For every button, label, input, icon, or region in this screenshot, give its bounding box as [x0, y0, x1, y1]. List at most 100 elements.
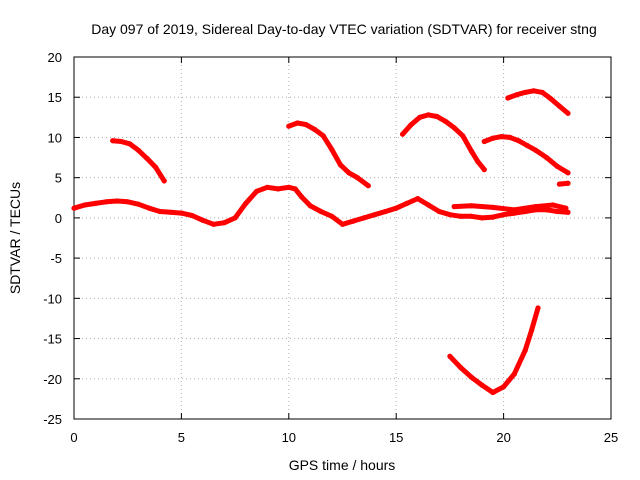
data-point	[528, 327, 535, 334]
data-point	[479, 215, 485, 221]
data-point	[524, 142, 530, 149]
data-point	[544, 207, 550, 213]
data-point	[516, 138, 522, 144]
series-line	[400, 112, 487, 173]
data-point	[513, 92, 520, 98]
data-point	[232, 215, 238, 221]
data-point	[346, 170, 352, 176]
plot-frame	[73, 56, 612, 420]
data-point	[490, 204, 496, 210]
x-tick-label: 15	[389, 430, 403, 445]
data-point	[490, 389, 496, 396]
x-tick-label: 25	[604, 430, 618, 445]
data-point	[337, 162, 343, 168]
data-point	[200, 217, 206, 223]
data-point	[103, 199, 109, 205]
y-axis-label: SDTVAR / TECUs	[7, 182, 23, 294]
data-point	[365, 183, 371, 189]
y-tick-label: 20	[48, 50, 62, 65]
data-point	[565, 170, 571, 176]
data-point	[556, 181, 563, 187]
data-point	[286, 184, 292, 190]
data-point	[135, 147, 141, 153]
data-point	[565, 110, 571, 116]
data-point	[451, 204, 457, 210]
data-point	[565, 209, 571, 215]
x-tick-label: 20	[496, 430, 510, 445]
data-point	[144, 155, 150, 161]
data-point	[161, 178, 167, 184]
x-tick-label: 10	[282, 430, 296, 445]
data-point	[127, 141, 133, 147]
data-point	[211, 221, 217, 227]
data-point	[443, 118, 449, 124]
data-point	[490, 135, 496, 141]
series-line	[447, 305, 541, 395]
data-point	[458, 213, 464, 219]
data-point	[460, 133, 466, 139]
data-point	[554, 208, 560, 215]
y-tick-label: 5	[55, 171, 62, 186]
data-point	[468, 148, 474, 154]
data-point	[415, 196, 421, 202]
data-point	[318, 208, 324, 215]
y-tick-label: -25	[43, 412, 62, 427]
data-point	[544, 155, 550, 161]
data-point	[114, 198, 120, 204]
data-point	[312, 126, 318, 132]
data-point	[501, 384, 507, 390]
data-point	[135, 201, 141, 207]
data-point	[286, 123, 292, 129]
data-point	[425, 112, 431, 118]
data-point	[299, 194, 305, 200]
data-point	[425, 202, 431, 208]
data-point	[329, 146, 335, 153]
series-line	[481, 134, 571, 176]
data-point	[475, 159, 481, 165]
x-axis-ticks: 0 5 10 15 20 25	[70, 57, 618, 445]
data-point	[498, 134, 505, 140]
data-point	[71, 205, 77, 211]
data-point	[479, 382, 485, 388]
data-point	[189, 212, 195, 219]
data-point	[294, 120, 300, 126]
data-point	[125, 199, 131, 205]
data-point	[548, 96, 554, 102]
data-point	[393, 205, 399, 211]
data-point	[361, 215, 367, 221]
y-tick-label: -20	[43, 372, 62, 387]
data-point	[533, 147, 539, 153]
series-group	[71, 88, 571, 396]
grid-lines	[74, 57, 611, 419]
data-point	[157, 208, 163, 215]
data-point	[400, 131, 406, 137]
data-point	[408, 122, 414, 128]
data-point	[146, 205, 152, 211]
data-point	[511, 207, 517, 213]
data-point	[307, 203, 313, 209]
data-point	[221, 220, 227, 226]
y-tick-label: -5	[50, 251, 62, 266]
x-axis-label: GPS time / hours	[289, 457, 396, 473]
series-line	[286, 120, 371, 189]
data-point	[522, 348, 528, 354]
data-point	[436, 208, 442, 215]
data-point	[468, 374, 474, 380]
data-point	[178, 210, 184, 216]
data-point	[417, 114, 423, 120]
series-line	[110, 138, 167, 184]
data-point	[168, 209, 174, 215]
data-point	[481, 138, 487, 145]
data-point	[434, 113, 440, 120]
data-point	[243, 200, 249, 206]
data-point	[275, 186, 281, 192]
data-point	[447, 212, 453, 218]
data-point	[522, 89, 528, 95]
data-point	[329, 213, 335, 219]
y-tick-label: -15	[43, 332, 62, 347]
data-point	[451, 125, 457, 131]
x-tick-label: 5	[178, 430, 185, 445]
data-point	[303, 122, 309, 128]
data-point	[468, 213, 474, 219]
